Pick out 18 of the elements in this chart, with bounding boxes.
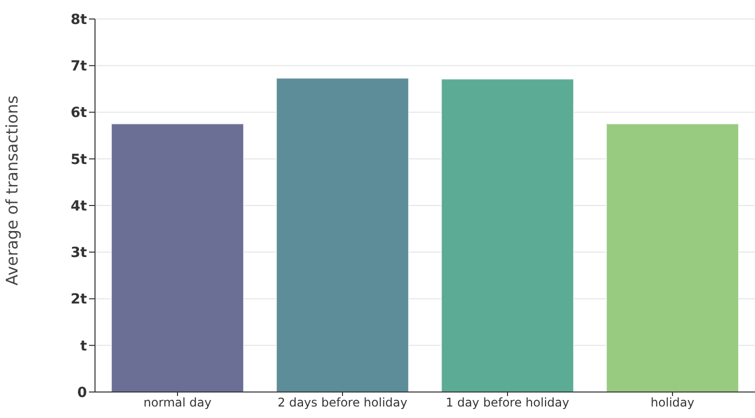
bar — [441, 78, 574, 392]
x-tick-label: 2 days before holiday — [278, 396, 408, 410]
y-tick-label: t — [80, 338, 88, 354]
y-axis-title: Average of transactions — [2, 95, 22, 286]
y-tick-label: 4t — [70, 198, 88, 214]
y-tick-label: 0 — [77, 384, 88, 401]
x-tick-label: 1 day before holiday — [446, 396, 570, 410]
y-tick-label: 7t — [70, 58, 88, 75]
y-tick-label: 6t — [70, 105, 88, 122]
y-tick-label: 8t — [70, 12, 88, 28]
y-tick-label: 3t — [70, 245, 88, 262]
y-tick-label: 5t — [70, 152, 88, 168]
y-tick-label: 2t — [70, 292, 88, 308]
bar — [606, 123, 739, 392]
bar — [111, 123, 244, 392]
x-tick-label: holiday — [650, 396, 694, 410]
bar — [276, 78, 409, 392]
x-tick-label: normal day — [144, 396, 212, 410]
